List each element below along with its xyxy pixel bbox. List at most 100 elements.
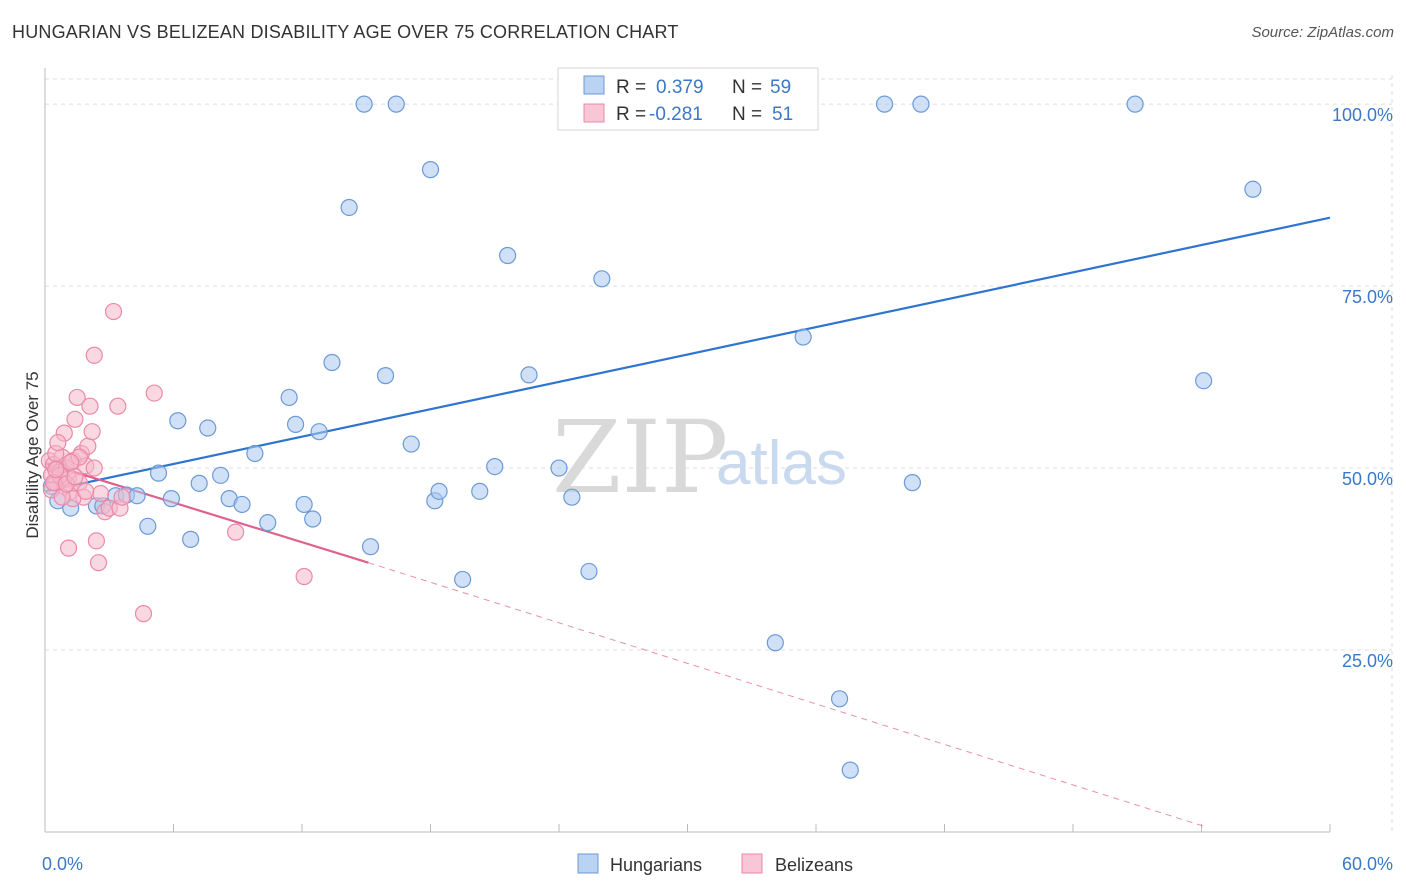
legend-n-label-1: N = (732, 77, 762, 98)
hungarian-point-24 (323, 353, 341, 372)
belizean-point-15 (66, 410, 84, 428)
hungarian-point-53 (1126, 95, 1144, 113)
series-legend-swatch-belizeans (741, 853, 763, 874)
hungarian-point-30 (402, 435, 420, 453)
hungarian-point-33 (430, 482, 448, 500)
watermark-atlas: atlas (716, 429, 847, 498)
hungarian-point-23 (310, 423, 328, 441)
hungarian-point-22 (304, 510, 322, 528)
hungarian-point-14 (212, 466, 230, 484)
belizean-point-23 (83, 423, 101, 441)
legend-n-value-1: 59 (770, 77, 791, 98)
belizean-point-25 (87, 532, 106, 550)
x-tick-label-0: 0.0% (42, 854, 83, 874)
stats-legend: R = 0.379 N = 59 R = -0.281 N = 51 (557, 67, 819, 131)
belizean-point-33 (113, 488, 131, 506)
trend-lines (44, 216, 1331, 827)
belizean-point-38 (59, 539, 78, 557)
belizean-point-26 (89, 554, 108, 572)
x-tick-label-1: 60.0% (1342, 854, 1393, 874)
belizean-point-37 (295, 567, 313, 586)
belizean-point-41 (49, 433, 67, 452)
legend-swatch-belizeans (583, 103, 605, 123)
belizean-point-27 (85, 346, 103, 364)
hungarian-point-19 (280, 388, 298, 407)
watermark: ZIP atlas (552, 399, 847, 516)
hungarian-point-17 (246, 444, 264, 463)
hungarian-point-50 (875, 95, 894, 113)
hungarian-point-9 (162, 490, 180, 508)
hungarian-point-40 (563, 488, 581, 506)
belizean-point-34 (134, 605, 153, 623)
hungarian-point-55 (1244, 180, 1262, 198)
legend-r-label-1: R = (616, 77, 646, 98)
belizean-point-47 (47, 460, 65, 479)
series-legend-label-hungarians: Hungarians (610, 855, 702, 875)
series-legend-swatch-hungarians (577, 853, 599, 874)
hungarian-point-21 (295, 495, 313, 514)
hungarian-point-49 (841, 761, 859, 779)
legend-swatch-hungarians (583, 75, 605, 95)
hungarian-point-36 (486, 458, 504, 476)
hungarian-point-10 (169, 412, 187, 430)
y-tick-labels: 25.0% 50.0% 75.0% 100.0% (1332, 105, 1393, 671)
chart-title: HUNGARIAN VS BELIZEAN DISABILITY AGE OVE… (12, 22, 679, 42)
hungarian-point-54 (1195, 372, 1213, 390)
belizean-point-24 (85, 459, 103, 477)
hungarian-point-38 (520, 366, 538, 384)
hungarian-point-12 (199, 419, 217, 437)
gridlines (45, 75, 1393, 832)
belizean-point-46 (62, 453, 80, 471)
series-legend-label-belizeans: Belizeans (775, 855, 853, 875)
source-credit: Source: ZipAtlas.com (1251, 24, 1394, 41)
y-tick-label-3: 100.0% (1332, 105, 1393, 125)
hungarian-point-47 (794, 328, 812, 346)
belizean-point-36 (227, 523, 245, 541)
watermark-zip: ZIP (552, 399, 728, 516)
hungarian-point-29 (387, 95, 405, 113)
hungarian-point-28 (376, 367, 395, 385)
y-tick-label-2: 75.0% (1342, 287, 1393, 307)
hungarian-point-51 (903, 474, 921, 492)
legend-n-value-2: 51 (772, 104, 793, 125)
belizean-trend-line-dashed (368, 562, 1204, 827)
y-axis-label: Disability Age Over 75 (23, 371, 42, 538)
hungarian-point-6 (128, 487, 146, 505)
hungarian-point-7 (139, 517, 157, 535)
series-legend: Hungarians Belizeans (577, 853, 853, 875)
hungarian-point-11 (190, 474, 208, 492)
y-tick-label-0: 25.0% (1342, 651, 1393, 671)
data-points (40, 95, 1262, 779)
hungarian-point-48 (830, 690, 849, 708)
x-tick-labels: 0.0% 60.0% (42, 854, 1393, 874)
hungarian-point-25 (340, 198, 358, 217)
belizean-point-49 (77, 482, 95, 500)
hungarian-point-18 (259, 514, 277, 532)
belizean-point-30 (104, 302, 123, 321)
hungarian-point-16 (233, 495, 251, 514)
belizean-point-48 (92, 484, 110, 503)
hungarian-point-43 (593, 270, 611, 288)
hungarian-point-31 (421, 161, 440, 179)
hungarian-point-46 (766, 634, 784, 652)
belizean-point-31 (109, 397, 127, 415)
hungarian-point-26 (355, 95, 373, 113)
hungarian-point-37 (499, 246, 517, 265)
hungarian-point-42 (580, 562, 598, 581)
hungarian-point-20 (286, 415, 305, 433)
legend-r-value-1: 0.379 (656, 77, 704, 98)
hungarian-point-39 (550, 459, 568, 477)
hungarian-point-13 (182, 530, 200, 548)
hungarian-point-52 (912, 95, 930, 113)
hungarian-point-27 (361, 538, 380, 556)
legend-r-label-2: R = (616, 104, 646, 125)
hungarian-trend-line (44, 216, 1331, 493)
hungarian-point-8 (149, 464, 168, 482)
belizean-point-50 (66, 468, 84, 486)
belizean-trend-line-solid (44, 461, 369, 564)
hungarian-point-34 (454, 570, 472, 589)
legend-r-value-2: -0.281 (649, 104, 703, 125)
hungarian-point-35 (471, 482, 489, 500)
y-tick-label-1: 50.0% (1342, 469, 1393, 489)
